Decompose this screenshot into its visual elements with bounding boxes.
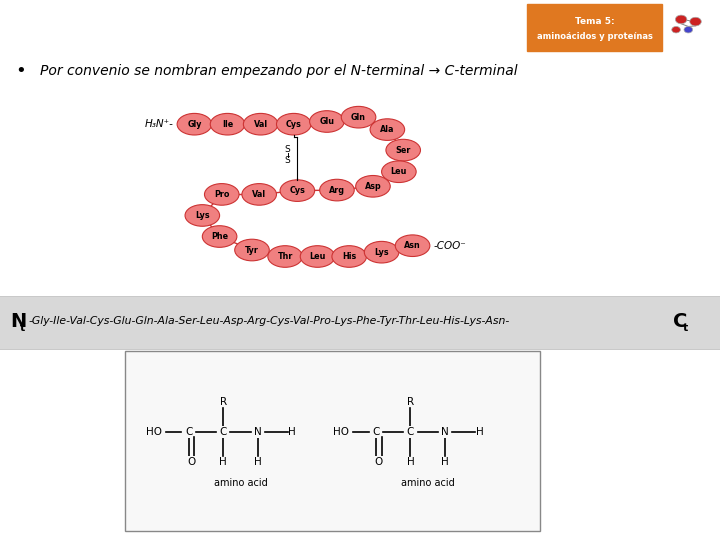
Circle shape (684, 26, 693, 33)
Text: Asn: Asn (404, 241, 421, 250)
Text: Gln: Gln (351, 113, 366, 122)
Text: Leu: Leu (310, 252, 325, 261)
Ellipse shape (370, 119, 405, 140)
Ellipse shape (177, 113, 212, 135)
Text: H: H (476, 427, 483, 437)
Text: His: His (342, 252, 356, 261)
Text: Thr: Thr (277, 252, 293, 261)
Text: O: O (374, 457, 383, 467)
Text: C: C (220, 427, 227, 437)
Text: S: S (285, 145, 290, 154)
Text: Tema 5:: Tema 5: (575, 17, 615, 26)
Text: Arg: Arg (329, 186, 345, 194)
Text: t: t (19, 323, 24, 333)
Text: N: N (441, 427, 449, 437)
Ellipse shape (356, 176, 390, 197)
Text: -COO⁻: -COO⁻ (433, 241, 466, 251)
Ellipse shape (235, 239, 269, 261)
Ellipse shape (204, 184, 239, 205)
Text: HO: HO (146, 427, 162, 437)
Ellipse shape (332, 246, 366, 267)
Text: Glu: Glu (320, 117, 334, 126)
Circle shape (690, 17, 701, 26)
Ellipse shape (395, 235, 430, 256)
Text: H: H (254, 457, 261, 467)
Ellipse shape (320, 179, 354, 201)
Text: Val: Val (253, 120, 268, 129)
Ellipse shape (185, 205, 220, 226)
Text: H: H (407, 457, 414, 467)
Text: N: N (10, 312, 27, 331)
Ellipse shape (243, 113, 278, 135)
Text: Cys: Cys (289, 186, 305, 195)
Text: Phe: Phe (211, 232, 228, 241)
FancyBboxPatch shape (527, 4, 662, 51)
Text: H: H (289, 427, 296, 437)
Ellipse shape (242, 184, 276, 205)
Text: Lys: Lys (374, 248, 389, 256)
Text: aminoácidos y proteínas: aminoácidos y proteínas (537, 32, 652, 40)
Text: O: O (187, 457, 196, 467)
Circle shape (675, 15, 687, 24)
Ellipse shape (300, 246, 335, 267)
FancyBboxPatch shape (0, 296, 720, 349)
Text: S: S (285, 156, 290, 165)
Text: H: H (441, 457, 449, 467)
Text: Leu: Leu (391, 167, 407, 176)
Text: R: R (407, 397, 414, 407)
Ellipse shape (280, 180, 315, 201)
Text: Ala: Ala (380, 125, 395, 134)
Text: HO: HO (333, 427, 349, 437)
Text: N: N (254, 427, 261, 437)
Text: Gly: Gly (187, 120, 202, 129)
Text: R: R (220, 397, 227, 407)
Text: Val: Val (252, 190, 266, 199)
Text: C: C (673, 312, 688, 331)
Ellipse shape (202, 226, 237, 247)
Text: Ile: Ile (222, 120, 233, 129)
Ellipse shape (341, 106, 376, 128)
Ellipse shape (276, 113, 311, 135)
Text: Asp: Asp (364, 182, 382, 191)
Text: H: H (220, 457, 227, 467)
Text: amino acid: amino acid (401, 478, 454, 488)
Ellipse shape (210, 113, 245, 135)
Text: Ser: Ser (395, 146, 411, 154)
Text: Pro: Pro (214, 190, 230, 199)
Text: t: t (683, 323, 688, 333)
Text: C: C (372, 427, 379, 437)
FancyBboxPatch shape (125, 351, 540, 531)
Ellipse shape (310, 111, 344, 132)
Circle shape (672, 26, 680, 33)
Text: C: C (407, 427, 414, 437)
Ellipse shape (268, 246, 302, 267)
Ellipse shape (386, 139, 420, 161)
Text: •: • (15, 62, 25, 80)
Ellipse shape (382, 161, 416, 183)
Ellipse shape (364, 241, 399, 263)
Text: Por convenio se nombran empezando por el N-terminal → C-terminal: Por convenio se nombran empezando por el… (40, 64, 517, 78)
Text: C: C (185, 427, 192, 437)
Text: amino acid: amino acid (214, 478, 267, 488)
Text: Cys: Cys (286, 120, 302, 129)
Text: Tyr: Tyr (245, 246, 259, 254)
Text: Lys: Lys (195, 211, 210, 220)
Text: -Gly-Ile-Val-Cys-Glu-Gln-Ala-Ser-Leu-Asp-Arg-Cys-Val-Pro-Lys-Phe-Tyr-Thr-Leu-His: -Gly-Ile-Val-Cys-Glu-Gln-Ala-Ser-Leu-Asp… (29, 316, 510, 326)
Text: H₃N⁺-: H₃N⁺- (145, 119, 174, 129)
